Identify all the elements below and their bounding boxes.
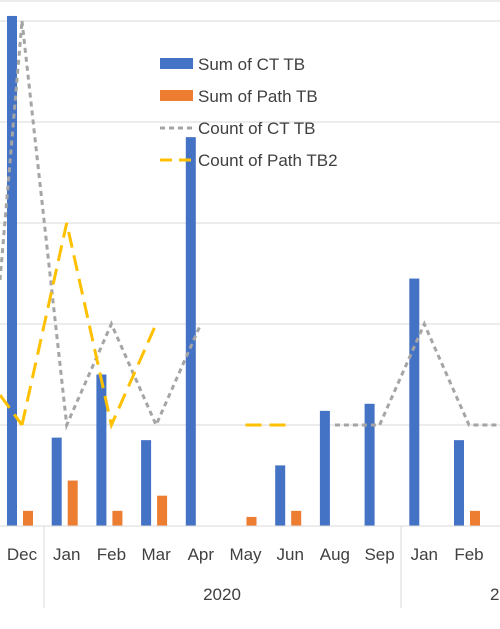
- bar-path-tb: [23, 510, 33, 526]
- bar-ct-tb: [454, 440, 464, 526]
- x-tick-label: Feb: [454, 545, 483, 564]
- bar-ct-tb: [409, 278, 420, 526]
- x-tick-label: Apr: [188, 545, 215, 564]
- bar-path-tb: [67, 480, 78, 526]
- year-label: 2: [490, 585, 499, 604]
- bar-ct-tb: [7, 15, 17, 526]
- x-tick-label: Mar: [141, 545, 171, 564]
- bar-path-tb: [291, 510, 302, 526]
- bar-ct-tb: [141, 440, 152, 526]
- x-tick-label: Sep: [364, 545, 394, 564]
- legend-label: Sum of CT TB: [198, 55, 305, 74]
- line-count-path-tb2: [0, 394, 24, 426]
- bar-ct-tb: [364, 403, 375, 526]
- bar-path-tb: [470, 510, 480, 526]
- line-count-path-tb2: [20, 222, 158, 430]
- line-count-ct-tb: [334, 320, 500, 427]
- year-label: 2020: [203, 585, 241, 604]
- x-tick-label: Feb: [97, 545, 126, 564]
- bar-path-tb: [112, 510, 123, 526]
- bar-ct-tb: [185, 137, 196, 526]
- legend-label: Count of Path TB2: [198, 151, 338, 170]
- bar-ct-tb: [319, 410, 330, 526]
- bar-ct-tb: [51, 437, 62, 526]
- bar-path-tb: [157, 495, 168, 526]
- x-tick-label: Dec: [7, 545, 38, 564]
- x-tick-label: Aug: [320, 545, 350, 564]
- bar-ct-tb: [96, 374, 107, 526]
- x-tick-label: Jan: [411, 545, 438, 564]
- line-count-ct-tb: [20, 20, 203, 431]
- x-tick-label: May: [229, 545, 262, 564]
- legend-label: Sum of Path TB: [198, 87, 318, 106]
- legend-swatch: [160, 58, 193, 69]
- legend-swatch: [160, 90, 193, 101]
- x-tick-label: Jun: [276, 545, 303, 564]
- bar-path-tb: [246, 516, 257, 526]
- bar-ct-tb: [275, 465, 286, 526]
- legend-label: Count of CT TB: [198, 119, 315, 138]
- x-tick-label: Jan: [53, 545, 80, 564]
- line-count-ct-tb: [0, 20, 24, 281]
